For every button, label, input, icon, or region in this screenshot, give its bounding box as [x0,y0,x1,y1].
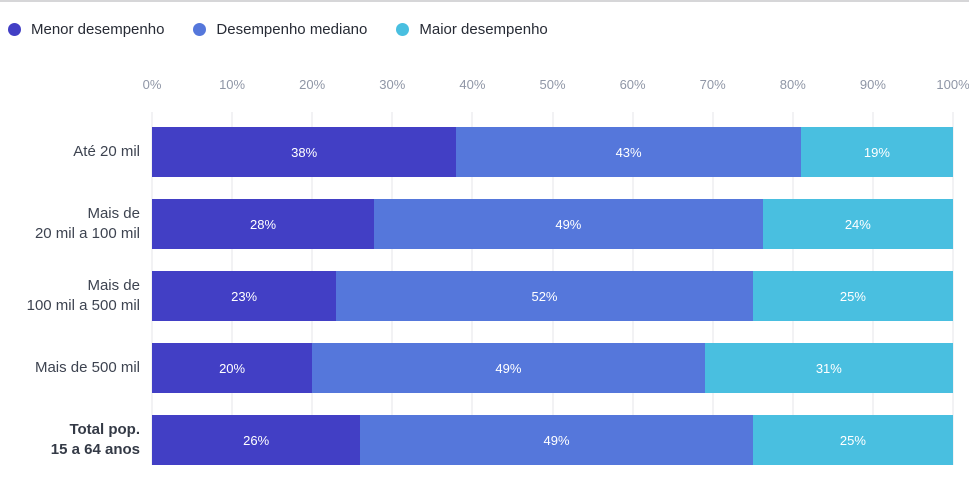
axis-tick-label: 10% [219,77,246,92]
bar-segment: 24% [762,199,954,249]
bar-row: Total pop. 15 a 64 anos 26% 49% 25% [0,415,969,465]
bar-segment: 49% [312,343,705,393]
bar-segment: 23% [152,271,337,321]
bar-segment: 43% [456,127,801,177]
row-label: Até 20 mil [73,142,140,160]
legend-swatch-icon [193,23,207,36]
legend: Menor desempenho Desempenho mediano Maior … [8,21,548,38]
bar-segment: 25% [752,415,953,465]
bar-value-label: 49% [543,432,570,448]
bar-stack: 23% 52% 25% [152,271,953,321]
bar-value-label: 26% [243,432,270,448]
x-axis: 0% 10% 20% 30% 40% 50% 60% 70% 80% 90% 100% [143,77,969,93]
legend-label: Menor desempenho [31,21,165,38]
bar-row: Mais de 500 mil 20% 49% 31% [0,343,969,393]
legend-label: Desempenho mediano [216,21,368,38]
bar-value-label: 43% [615,144,642,160]
bar-row: Até 20 mil 38% 43% 19% [0,127,969,177]
bar-segment: 38% [152,127,457,177]
bar-value-label: 49% [495,360,522,376]
axis-tick-label: 50% [539,77,566,92]
bar-segment: 28% [152,199,375,249]
bar-value-label: 38% [291,144,318,160]
bar-segment: 52% [336,271,753,321]
bar-stack: 26% 49% 25% [152,415,953,465]
bar-value-label: 24% [844,216,871,232]
axis-tick-label: 80% [779,77,806,92]
bar-value-label: 31% [815,360,842,376]
bar-value-label: 23% [231,288,258,304]
axis-tick-label: 40% [459,77,486,92]
top-divider [0,0,969,2]
bar-segment: 49% [360,415,753,465]
bar-value-label: 49% [555,216,582,232]
axis-tick-label: 70% [699,77,726,92]
bar-segment: 26% [152,415,361,465]
axis-tick-label: 90% [859,77,886,92]
legend-item: Menor desempenho [8,21,164,38]
row-label: Mais de 20 mil a 100 mil [34,204,140,242]
bar-stack: 20% 49% 31% [152,343,953,393]
bar-value-label: 25% [839,288,866,304]
row-label: Mais de 500 mil [34,358,140,376]
legend-swatch-icon [8,23,21,36]
row-label: Mais de 100 mil a 500 mil [26,276,140,314]
legend-swatch-icon [396,23,410,36]
axis-tick-label: 100% [936,77,969,92]
bar-segment: 19% [800,127,953,177]
legend-item: Maior desempenho [396,21,548,38]
bar-value-label: 19% [863,144,890,160]
legend-label: Maior desempenho [419,21,548,38]
bar-value-label: 25% [839,432,866,448]
bar-stack: 38% 43% 19% [152,127,953,177]
axis-tick-label: 30% [379,77,406,92]
bar-row: Mais de 100 mil a 500 mil 23% 52% 25% [0,271,969,321]
axis-tick-label: 20% [299,77,326,92]
bar-segment: 25% [752,271,953,321]
axis-tick-label: 0% [142,77,162,92]
bar-value-label: 20% [219,360,246,376]
row-label: Total pop. 15 a 64 anos [50,420,140,458]
gridline [952,112,954,465]
bar-row: Mais de 20 mil a 100 mil 28% 49% 24% [0,199,969,249]
bar-segment: 49% [374,199,763,249]
bar-segment: 20% [152,343,313,393]
axis-tick-label: 60% [619,77,646,92]
bar-value-label: 28% [250,216,277,232]
bar-stack: 28% 49% 24% [152,199,954,249]
legend-item: Desempenho mediano [193,21,367,38]
bar-value-label: 52% [531,288,558,304]
bar-segment: 31% [704,343,953,393]
